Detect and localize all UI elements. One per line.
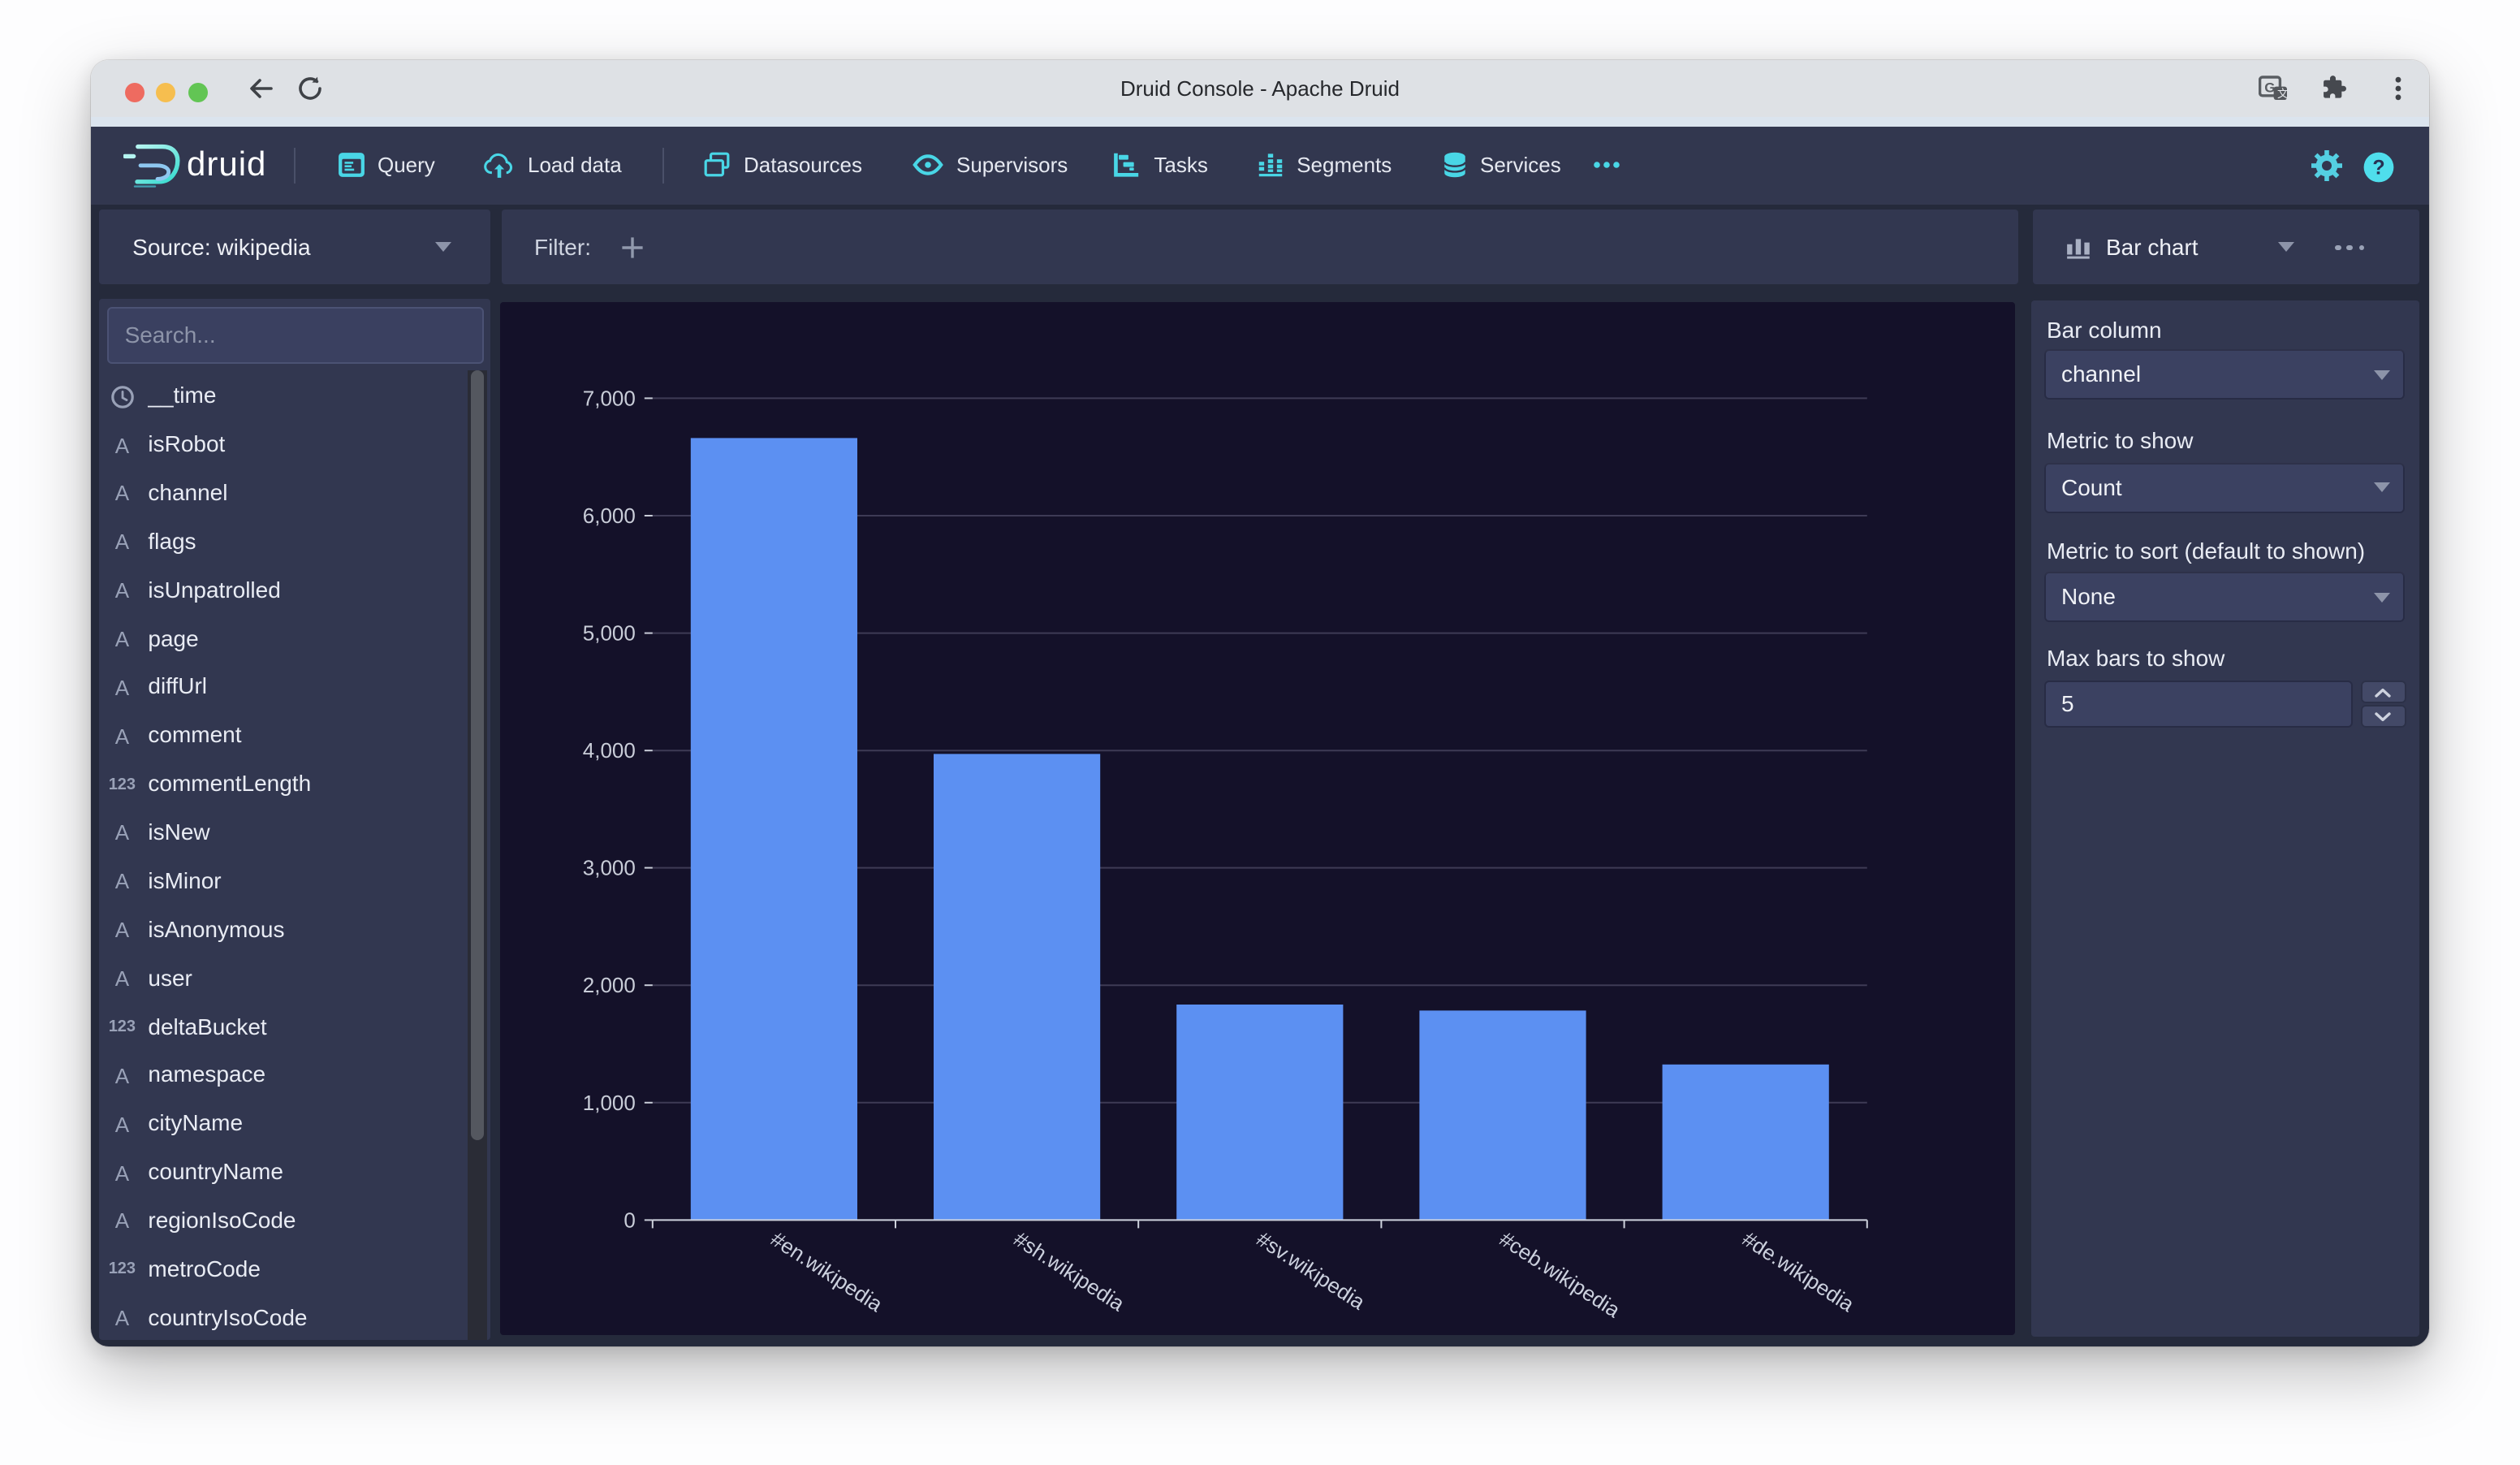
svg-text:6,000: 6,000 (584, 503, 636, 528)
svg-text:#sh.wikipedia: #sh.wikipedia (1010, 1226, 1130, 1316)
svg-text:4,000: 4,000 (584, 738, 636, 763)
svg-text:#de.wikipedia: #de.wikipedia (1739, 1226, 1860, 1316)
svg-text:3,000: 3,000 (584, 855, 636, 879)
svg-text:2,000: 2,000 (584, 973, 636, 997)
svg-text:#en.wikipedia: #en.wikipedia (767, 1226, 888, 1316)
svg-text:0: 0 (624, 1208, 636, 1232)
svg-text:G: G (2264, 80, 2275, 95)
svg-text:文: 文 (2277, 88, 2289, 100)
svg-text:5,000: 5,000 (584, 620, 636, 645)
svg-text:7,000: 7,000 (584, 386, 636, 410)
svg-text:#ceb.wikipedia: #ceb.wikipedia (1496, 1226, 1626, 1322)
svg-text:1,000: 1,000 (584, 1090, 636, 1114)
svg-text:#sv.wikipedia: #sv.wikipedia (1253, 1226, 1370, 1315)
svg-text:?: ? (2371, 155, 2384, 178)
